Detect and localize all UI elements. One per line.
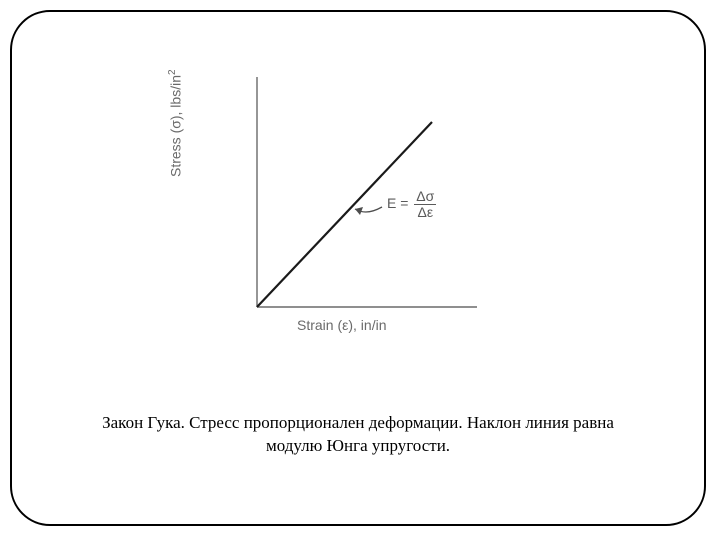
caption-line2: модулю Юнга упругости. [266, 436, 450, 455]
caption-line1: Закон Гука. Стресс пропорционален деформ… [102, 413, 614, 432]
y-axis-label-text: Stress (σ), lbs/in [168, 75, 184, 177]
youngs-modulus-formula: E = ΔσΔε [387, 189, 436, 219]
chart-svg [207, 67, 537, 382]
y-axis-label-sup: 2 [167, 69, 178, 75]
y-axis-label: Stress (σ), lbs/in2 [167, 69, 184, 177]
formula-prefix: E = [387, 195, 412, 211]
slide-caption: Закон Гука. Стресс пропорционален деформ… [72, 412, 644, 458]
slide-frame: Stress (σ), lbs/in2 Strain (ε), in/in E … [10, 10, 706, 526]
hookes-law-chart: Stress (σ), lbs/in2 Strain (ε), in/in E … [207, 67, 537, 382]
formula-numerator: Δσ [414, 189, 436, 205]
formula-denominator: Δε [414, 205, 436, 220]
x-axis-label-text: Strain (ε), in/in [297, 317, 387, 333]
formula-fraction: ΔσΔε [414, 189, 436, 219]
x-axis-label: Strain (ε), in/in [297, 317, 387, 333]
